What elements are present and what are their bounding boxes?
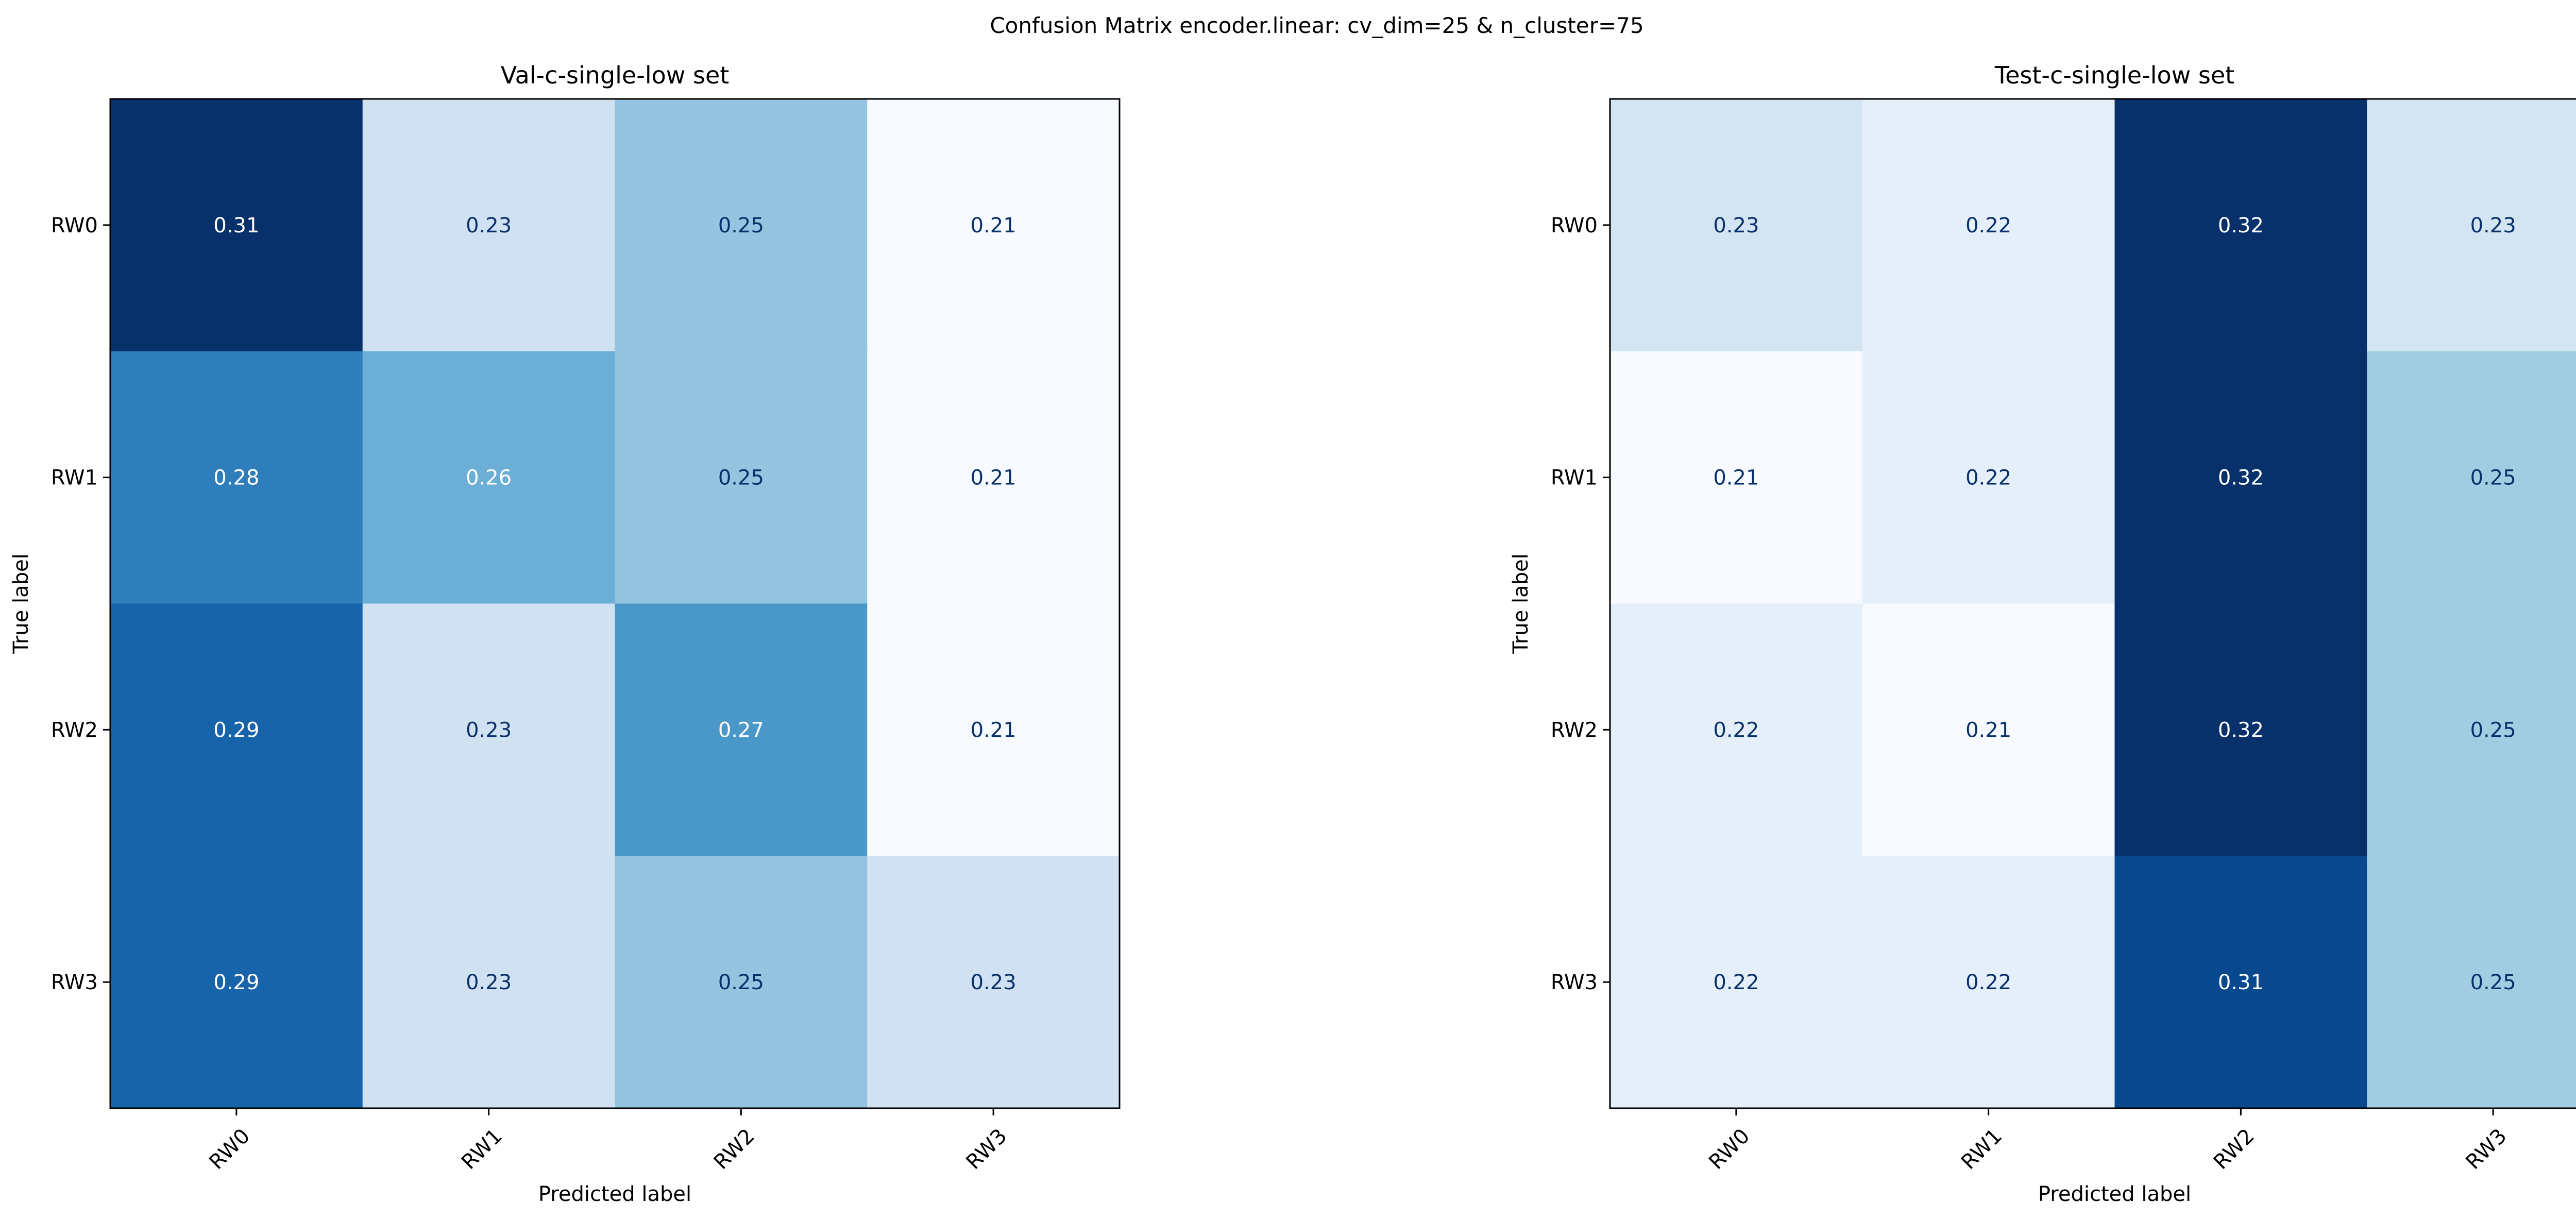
cell-value-label: 0.22 bbox=[1965, 214, 2011, 238]
heatmap-cell bbox=[2367, 99, 2576, 352]
cell-value-label: 0.21 bbox=[1965, 718, 2011, 742]
cell-value-label: 0.23 bbox=[971, 971, 1016, 994]
cell-value-label: 0.25 bbox=[718, 971, 764, 994]
cell-value-label: 0.22 bbox=[1713, 971, 1759, 994]
heatmap-cell bbox=[362, 603, 615, 856]
y-tick-label: RW0 bbox=[1551, 214, 1598, 238]
heatmap-cell bbox=[1862, 856, 2115, 1109]
heatmap-cell bbox=[867, 351, 1120, 604]
cell-value-label: 0.25 bbox=[718, 466, 764, 490]
cell-value-label: 0.32 bbox=[2218, 718, 2264, 742]
cell-value-label: 0.23 bbox=[2470, 214, 2516, 238]
x-axis-label: Predicted label bbox=[538, 1182, 691, 1206]
heatmap-cell bbox=[615, 99, 868, 352]
heatmap-cell bbox=[1862, 351, 2115, 604]
cell-value-label: 0.26 bbox=[466, 466, 512, 490]
heatmap-cell bbox=[867, 856, 1120, 1109]
cell-value-label: 0.21 bbox=[1713, 466, 1759, 490]
heatmap-cell bbox=[615, 856, 868, 1109]
cell-value-label: 0.23 bbox=[1713, 214, 1759, 238]
confusion-matrix-panel-0: 0.31 0.23 0.25 0.21 0.28 0.26 0.25 0.21 0.29 0.23… bbox=[9, 61, 1121, 1206]
heatmap-cell bbox=[110, 603, 363, 856]
cell-value-label: 0.31 bbox=[2218, 971, 2264, 994]
heatmap-cell bbox=[1862, 99, 2115, 352]
heatmap-cell bbox=[110, 351, 363, 604]
cell-value-label: 0.29 bbox=[213, 718, 259, 742]
cell-value-label: 0.32 bbox=[2218, 214, 2264, 238]
y-tick-label: RW3 bbox=[51, 971, 98, 994]
cell-value-label: 0.31 bbox=[213, 214, 259, 238]
y-tick-label: RW2 bbox=[51, 718, 98, 742]
heatmap-cell bbox=[362, 99, 615, 352]
heatmap-cell bbox=[867, 603, 1120, 856]
heatmap-cell bbox=[1610, 351, 1863, 604]
cell-value-label: 0.25 bbox=[2470, 718, 2516, 742]
cell-value-label: 0.22 bbox=[1965, 466, 2011, 490]
cell-value-label: 0.21 bbox=[971, 466, 1016, 490]
heatmap-cell bbox=[615, 351, 868, 604]
heatmap-cell bbox=[2114, 603, 2367, 856]
cell-value-label: 0.28 bbox=[213, 466, 259, 490]
heatmap-cell bbox=[1610, 99, 1863, 352]
cell-value-label: 0.29 bbox=[213, 971, 259, 994]
heatmap-cell bbox=[2114, 99, 2367, 352]
cell-value-label: 0.25 bbox=[718, 214, 764, 238]
cell-value-label: 0.21 bbox=[971, 214, 1016, 238]
panel-title: Test-c-single-low set bbox=[1994, 61, 2234, 89]
figure-suptitle: Confusion Matrix encoder.linear: cv_dim=… bbox=[990, 13, 1643, 38]
cell-value-label: 0.22 bbox=[1713, 718, 1759, 742]
heatmap-cell bbox=[2367, 351, 2576, 604]
heatmap-cell bbox=[615, 603, 868, 856]
heatmap-cell bbox=[2367, 856, 2576, 1109]
heatmap-cell bbox=[867, 99, 1120, 352]
y-tick-label: RW1 bbox=[1551, 466, 1598, 490]
y-tick-label: RW2 bbox=[1551, 718, 1598, 742]
heatmap-cell bbox=[362, 351, 615, 604]
heatmap-cell bbox=[1610, 603, 1863, 856]
y-axis-label: True label bbox=[9, 553, 33, 654]
axes-frame bbox=[1609, 98, 2576, 1109]
heatmap-cell bbox=[2367, 603, 2576, 856]
heatmap-cell bbox=[110, 99, 363, 352]
heatmap-cell bbox=[1610, 856, 1863, 1109]
heatmap-cell bbox=[1862, 603, 2115, 856]
y-axis-label: True label bbox=[1509, 553, 1533, 654]
cell-value-label: 0.32 bbox=[2218, 466, 2264, 490]
cell-value-label: 0.25 bbox=[2470, 971, 2516, 994]
cell-value-label: 0.23 bbox=[466, 971, 512, 994]
axes-frame bbox=[109, 98, 1121, 1109]
y-tick-label: RW1 bbox=[51, 466, 98, 490]
cell-value-label: 0.23 bbox=[466, 214, 512, 238]
heatmap-cell bbox=[2114, 351, 2367, 604]
x-axis-label: Predicted label bbox=[2038, 1182, 2191, 1206]
y-tick-label: RW0 bbox=[51, 214, 98, 238]
cell-value-label: 0.25 bbox=[2470, 466, 2516, 490]
heatmap-cell bbox=[362, 856, 615, 1109]
y-tick-label: RW3 bbox=[1551, 971, 1598, 994]
cell-value-label: 0.22 bbox=[1965, 971, 2011, 994]
heatmap-cell bbox=[2114, 856, 2367, 1109]
panel-title: Val-c-single-low set bbox=[501, 61, 730, 89]
cell-value-label: 0.27 bbox=[718, 718, 764, 742]
cell-value-label: 0.21 bbox=[971, 718, 1016, 742]
cell-value-label: 0.23 bbox=[466, 718, 512, 742]
confusion-matrix-panel-1: 0.23 0.22 0.32 0.23 0.21 0.22 0.32 0.25 0.22 0.21… bbox=[1509, 61, 2576, 1206]
heatmap-cell bbox=[110, 856, 363, 1109]
